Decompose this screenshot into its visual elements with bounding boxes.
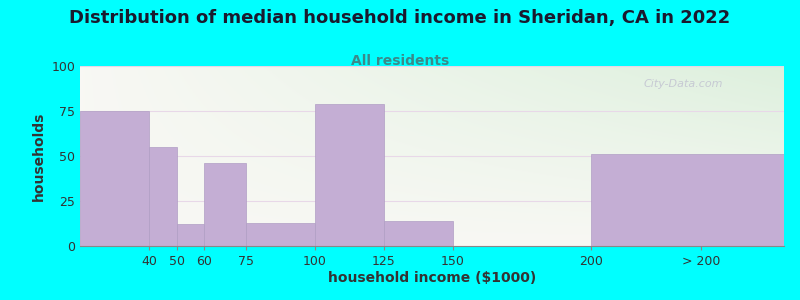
Bar [246,223,314,246]
Text: City-Data.com: City-Data.com [643,79,722,88]
Bar [204,163,246,246]
Y-axis label: households: households [32,111,46,201]
Bar [80,111,149,246]
Bar [314,104,384,246]
Text: Distribution of median household income in Sheridan, CA in 2022: Distribution of median household income … [70,9,730,27]
Bar [149,147,177,246]
X-axis label: household income ($1000): household income ($1000) [328,271,536,285]
Bar [384,221,453,246]
Bar [590,154,784,246]
Bar [177,224,204,246]
Text: All residents: All residents [351,54,449,68]
